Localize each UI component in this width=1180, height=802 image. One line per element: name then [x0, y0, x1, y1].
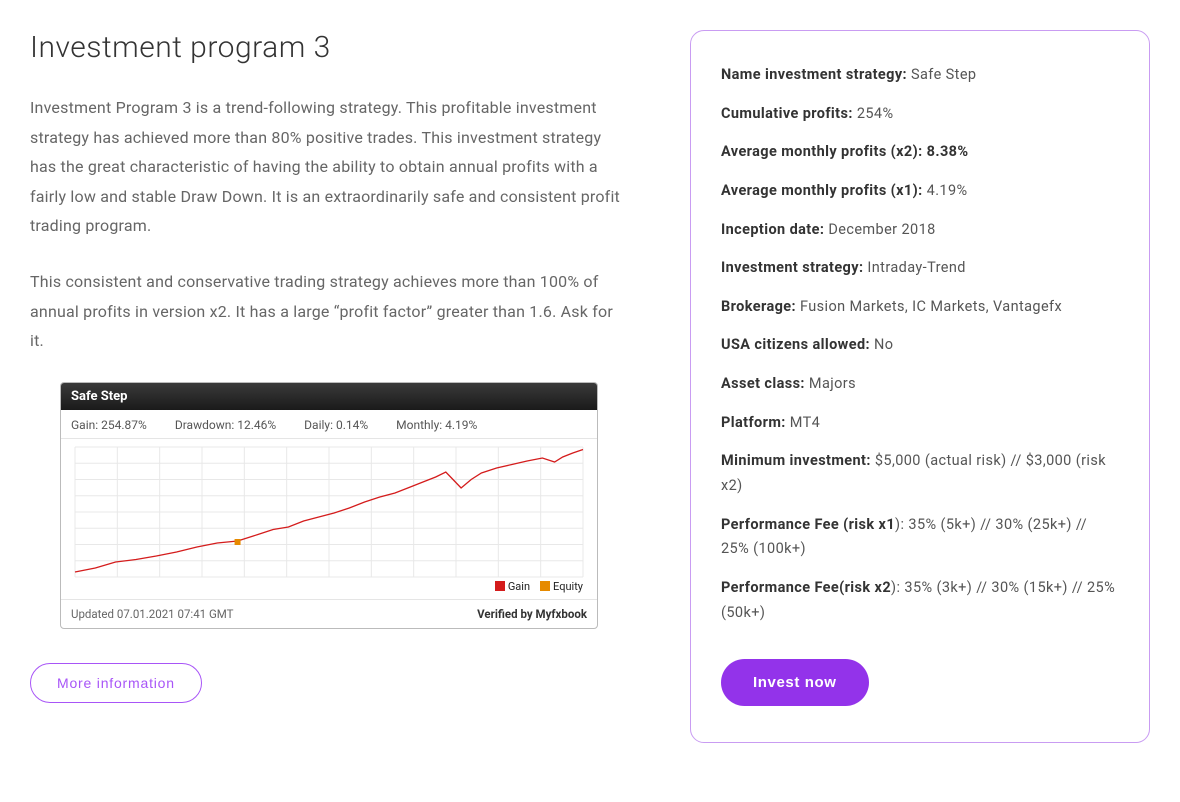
perf-fee-x1: Performance Fee (risk x1): 35% (5k+) // …	[721, 513, 1119, 562]
info-label: Investment strategy:	[721, 259, 863, 276]
info-row: Minimum investment: $5,000 (actual risk)…	[721, 449, 1119, 498]
info-row: Average monthly profits (x2): 8.38%	[721, 140, 1119, 165]
info-value: Safe Step	[907, 66, 976, 83]
chart-stats-row: Gain: 254.87% Drawdown: 12.46% Daily: 0.…	[61, 410, 597, 439]
description-para-2: This consistent and conservative trading…	[30, 267, 630, 356]
stat-gain: Gain: 254.87%	[71, 418, 147, 432]
info-label: Cumulative profits:	[721, 105, 853, 122]
info-row: Inception date: December 2018	[721, 218, 1119, 243]
info-row: Name investment strategy: Safe Step	[721, 63, 1119, 88]
info-value: December 2018	[824, 221, 935, 238]
info-value: 4.19%	[927, 182, 968, 199]
left-column: Investment program 3 Investment Program …	[30, 30, 630, 772]
strategy-info-card: Name investment strategy: Safe Step Cumul…	[690, 30, 1150, 743]
info-label: Brokerage:	[721, 298, 796, 315]
info-value: Intraday-Trend	[863, 259, 965, 276]
legend-equity: Equity	[540, 580, 583, 593]
info-value: No	[870, 336, 893, 353]
info-row: USA citizens allowed: No	[721, 333, 1119, 358]
stat-daily: Daily: 0.14%	[304, 418, 368, 432]
info-row: Asset class: Majors	[721, 372, 1119, 397]
info-value: 8.38%	[927, 143, 969, 160]
legend-gain: Gain	[495, 580, 530, 593]
stat-drawdown: Drawdown: 12.46%	[175, 418, 276, 432]
description: Investment Program 3 is a trend-followin…	[30, 93, 630, 356]
info-row: Platform: MT4	[721, 411, 1119, 436]
info-row: Brokerage: Fusion Markets, IC Markets, V…	[721, 295, 1119, 320]
page-title: Investment program 3	[30, 30, 630, 65]
info-row: Investment strategy: Intraday-Trend	[721, 256, 1119, 281]
description-para-1: Investment Program 3 is a trend-followin…	[30, 93, 630, 241]
chart-footer: Updated 07.01.2021 07:41 GMT Verified by…	[61, 599, 597, 628]
chart-plot-area: Gain Equity	[61, 439, 597, 599]
info-label: Platform:	[721, 414, 786, 431]
chart-verified: Verified by Myfxbook	[477, 607, 587, 621]
info-label: Name investment strategy:	[721, 66, 907, 83]
stat-monthly: Monthly: 4.19%	[396, 418, 477, 432]
info-value: Fusion Markets, IC Markets, Vantagefx	[796, 298, 1062, 315]
chart-title: Safe Step	[61, 383, 597, 410]
info-label: Minimum investment:	[721, 452, 871, 469]
chart-legend: Gain Equity	[495, 580, 583, 593]
right-column: Name investment strategy: Safe Step Cumul…	[690, 30, 1150, 772]
invest-now-button[interactable]: Invest now	[721, 659, 869, 706]
chart-svg	[61, 439, 597, 599]
info-label: USA citizens allowed:	[721, 336, 870, 353]
info-label: Asset class:	[721, 375, 805, 392]
info-value: MT4	[786, 414, 820, 431]
chart-updated: Updated 07.01.2021 07:41 GMT	[71, 607, 234, 621]
performance-chart-widget: Safe Step Gain: 254.87% Drawdown: 12.46%…	[60, 382, 598, 629]
info-row: Cumulative profits: 254%	[721, 102, 1119, 127]
more-information-button[interactable]: More information	[30, 663, 202, 703]
perf-fee-x2: Performance Fee(risk x2): 35% (3k+) // 3…	[721, 576, 1119, 625]
info-label: Average monthly profits (x2):	[721, 143, 927, 160]
info-value: Majors	[805, 375, 856, 392]
info-label: Inception date:	[721, 221, 824, 238]
info-label: Average monthly profits (x1):	[721, 182, 927, 199]
info-value: 254%	[853, 105, 894, 122]
info-row: Average monthly profits (x1): 4.19%	[721, 179, 1119, 204]
